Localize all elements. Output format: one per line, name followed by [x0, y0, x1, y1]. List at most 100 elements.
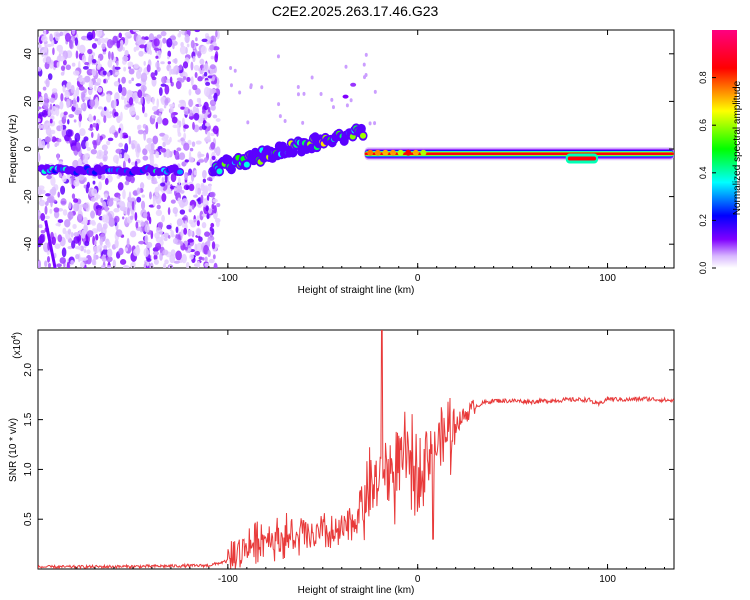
noise-dot	[152, 115, 156, 119]
figure-title: C2E2.2025.263.17.46.G23	[272, 3, 439, 19]
noise-dot	[142, 148, 148, 156]
noise-dot	[97, 244, 103, 249]
noise-dot	[180, 229, 185, 237]
noise-dot	[49, 33, 54, 42]
noise-dot	[170, 230, 174, 238]
noise-dot	[92, 122, 97, 128]
snr-x-label: Height of straight line (km)	[298, 585, 415, 596]
noise-dot	[110, 197, 114, 202]
noise-dot	[38, 66, 42, 72]
noise-dot	[207, 249, 211, 258]
noise-dot	[101, 265, 105, 268]
noise-dot	[44, 205, 48, 215]
noise-dot	[350, 82, 357, 87]
noise-dot	[60, 65, 66, 71]
noise-dot	[106, 39, 114, 49]
noise-dot	[112, 259, 117, 268]
y-tick-label: -20	[23, 189, 34, 204]
noise-dot	[60, 185, 66, 195]
noise-dot	[51, 186, 57, 196]
noise-dot	[143, 247, 150, 257]
y-tick-label: 40	[23, 48, 34, 60]
noise-dot	[148, 216, 152, 225]
noise-dot	[169, 254, 176, 264]
noise-dot	[75, 141, 81, 152]
noise-dot	[45, 56, 52, 65]
noise-dot	[128, 96, 134, 106]
noise-dot	[204, 122, 211, 127]
noise-dot	[154, 186, 159, 197]
noise-dot	[50, 176, 56, 187]
noise-dot	[167, 50, 172, 58]
noise-dot	[71, 145, 77, 152]
noise-dot	[91, 188, 98, 197]
noise-dot	[56, 263, 62, 268]
noise-dot	[153, 111, 159, 115]
noise-dot	[92, 245, 100, 254]
noise-dot	[117, 204, 120, 208]
noise-dot	[41, 140, 46, 149]
noise-dot	[188, 183, 195, 192]
noise-dot	[85, 254, 92, 265]
noise-dot	[196, 97, 201, 103]
noise-dot	[81, 257, 89, 261]
noise-dot	[137, 89, 143, 99]
noise-dot	[151, 105, 158, 112]
noise-dot	[146, 44, 152, 55]
noise-dot	[160, 232, 165, 242]
noise-dot	[302, 91, 306, 96]
noise-dot	[88, 79, 93, 90]
noise-dot	[209, 88, 217, 95]
noise-dot	[140, 72, 148, 83]
noise-dot	[202, 186, 208, 195]
noise-dot	[46, 175, 52, 180]
noise-dot	[260, 85, 264, 90]
signal-blob	[216, 168, 223, 175]
noise-dot	[142, 155, 149, 161]
noise-dot	[101, 254, 108, 262]
noise-dot	[131, 111, 137, 115]
noise-dot	[193, 170, 197, 176]
noise-dot	[79, 245, 84, 252]
snr-frame	[37, 329, 675, 570]
noise-dot	[80, 139, 88, 150]
noise-dot	[142, 81, 147, 86]
noise-dot	[137, 129, 144, 135]
noise-dot	[131, 143, 136, 150]
noise-dot	[194, 30, 201, 33]
noise-dot	[283, 118, 287, 123]
noise-dot	[210, 80, 217, 85]
noise-dot	[62, 59, 67, 66]
noise-dot	[44, 260, 48, 268]
noise-dot	[106, 256, 113, 263]
noise-dot	[40, 212, 46, 222]
noise-dot	[71, 175, 74, 185]
carrier-knot	[397, 149, 404, 156]
noise-dot	[178, 120, 182, 128]
noise-dot	[229, 65, 233, 70]
noise-dot	[102, 51, 107, 55]
noise-dot	[177, 197, 181, 204]
noise-dot	[102, 70, 107, 76]
noise-dot	[103, 193, 108, 199]
noise-dot	[107, 59, 113, 68]
noise-dot	[249, 83, 253, 88]
noise-dot	[116, 115, 122, 124]
snr-scale-note: (x104)	[11, 332, 23, 359]
noise-dot	[86, 249, 91, 255]
noise-dot	[91, 43, 97, 49]
noise-dot	[75, 50, 79, 59]
noise-dot	[72, 70, 80, 76]
noise-dot	[169, 103, 175, 108]
noise-dot	[310, 75, 314, 80]
noise-dot	[204, 231, 211, 237]
noise-dot	[193, 124, 200, 133]
colorbar-tick-label: 0.6	[698, 119, 708, 132]
snr-scale-exp: 4	[11, 335, 18, 339]
noise-dot	[181, 198, 189, 207]
noise-dot	[160, 31, 167, 37]
x-tick-label: -100	[218, 273, 238, 284]
noise-dot	[47, 73, 53, 81]
noise-dot	[44, 43, 48, 54]
noise-dot	[139, 39, 146, 44]
